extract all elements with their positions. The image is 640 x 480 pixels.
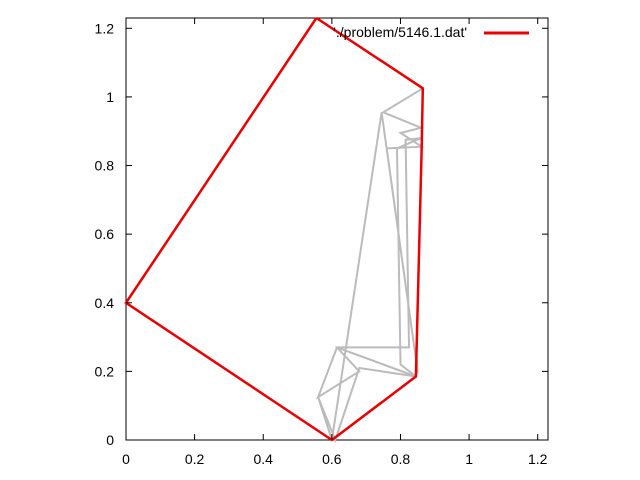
y-tick-label: 1.2 bbox=[95, 20, 115, 36]
x-tick-label: 0 bbox=[122, 451, 130, 467]
y-tick-label: 0.2 bbox=[95, 363, 115, 379]
ticks: 0 0.2 0.4 0.6 0.8 1 1.2 0 0.2 0.4 0.6 0.8 1 1.2 bbox=[95, 18, 548, 467]
series-grey bbox=[316, 87, 425, 443]
legend-label: './problem/5146.1.dat' bbox=[333, 24, 467, 40]
x-tick-label: 0.6 bbox=[322, 451, 342, 467]
axes bbox=[125, 17, 549, 441]
legend: './problem/5146.1.dat' bbox=[333, 24, 529, 40]
y-tick-label: 0.6 bbox=[95, 226, 115, 242]
grey-series-line bbox=[316, 87, 425, 443]
x-tick-label: 0.4 bbox=[254, 451, 274, 467]
x-tick-label: 0.8 bbox=[391, 451, 411, 467]
x-tick-label: 0.2 bbox=[185, 451, 205, 467]
y-tick-label: 1 bbox=[106, 89, 114, 105]
y-tick-label: 0.4 bbox=[95, 295, 115, 311]
y-tick-label: 0.8 bbox=[95, 158, 115, 174]
series-red bbox=[124, 16, 425, 442]
plot-frame bbox=[125, 17, 549, 441]
x-tick-label: 1.2 bbox=[528, 451, 548, 467]
x-tick-label: 1 bbox=[465, 451, 473, 467]
red-series-line bbox=[124, 16, 425, 442]
y-tick-label: 0 bbox=[106, 432, 114, 448]
